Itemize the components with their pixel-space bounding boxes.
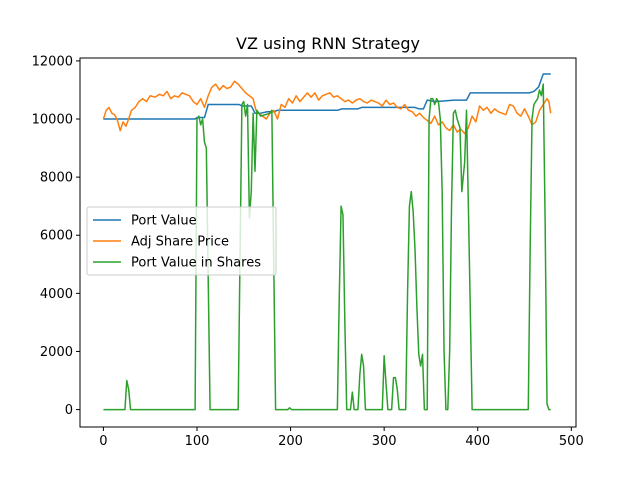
- series-line-1: [103, 73, 551, 120]
- series-line-2: [102, 80, 552, 135]
- x-tick-label: 200: [278, 434, 303, 449]
- chart-title: VZ using RNN Strategy: [236, 34, 420, 53]
- y-tick-label: 0: [65, 403, 73, 418]
- legend-box: [86, 206, 277, 276]
- y-tick-label: 2000: [40, 345, 73, 360]
- x-tick-label: 400: [465, 434, 490, 449]
- legend-label-2: Adj Share Price: [131, 235, 229, 250]
- legend: Port Value Adj Share Price Port Value in S…: [86, 206, 277, 276]
- legend-label-3: Port Value in Shares: [131, 256, 261, 271]
- legend-label-1: Port Value: [131, 214, 197, 229]
- x-tick-label: 100: [185, 434, 210, 449]
- y-axis: 0 2000 4000 6000 8000 10000 12000: [32, 54, 80, 418]
- x-tick-label: 500: [559, 434, 584, 449]
- y-tick-label: 6000: [40, 229, 73, 244]
- y-tick-label: 4000: [40, 287, 73, 302]
- series-layer: [102, 73, 552, 411]
- plot-area-frame: [79, 57, 577, 428]
- x-tick-label: 0: [99, 434, 107, 449]
- x-axis: 0 100 200 300 400 500: [99, 427, 584, 449]
- series-line-3: [103, 83, 551, 411]
- y-tick-label: 12000: [32, 54, 73, 69]
- y-tick-label: 8000: [40, 171, 73, 186]
- x-tick-label: 300: [372, 434, 397, 449]
- y-tick-label: 10000: [32, 113, 73, 128]
